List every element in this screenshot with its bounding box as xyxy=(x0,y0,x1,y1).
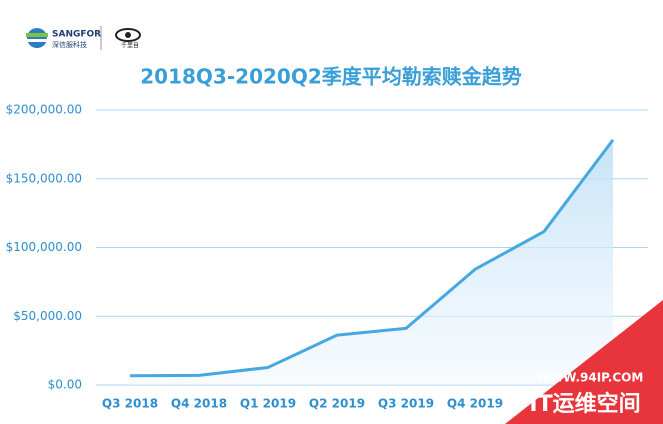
watermark: WWW.94IP.COM IT运维空间 xyxy=(505,300,663,424)
chart-title: 2018Q3-2020Q2季度平均勒索赎金趋势 xyxy=(140,65,521,89)
area xyxy=(130,139,613,385)
x-tick-label: Q3 2019 xyxy=(378,397,434,411)
x-tick-label: Q3 2018 xyxy=(102,397,158,411)
x-tick-label: Q2 2019 xyxy=(309,397,365,411)
y-tick-label: $50,000.00 xyxy=(13,309,82,323)
y-tick-label: $0.00 xyxy=(48,378,82,392)
y-tick-label: $200,000.00 xyxy=(6,103,82,117)
watermark-url: WWW.94IP.COM xyxy=(537,371,644,385)
line xyxy=(129,138,615,378)
y-tick-label: $150,000.00 xyxy=(6,171,82,185)
brand-name: SANGFOR xyxy=(52,30,101,40)
brand-logo: SANGFOR 深信服科技 千里目 xyxy=(26,26,141,50)
x-tick-label: Q4 2018 xyxy=(171,397,227,411)
y-tick-label: $100,000.00 xyxy=(6,240,82,254)
watermark-name: IT运维空间 xyxy=(529,391,640,417)
partner-name: 千里目 xyxy=(121,42,139,50)
brand-sub: 深信服科技 xyxy=(52,40,87,49)
x-tick-label: Q1 2019 xyxy=(240,397,296,411)
x-tick-label: Q4 2019 xyxy=(447,397,503,411)
